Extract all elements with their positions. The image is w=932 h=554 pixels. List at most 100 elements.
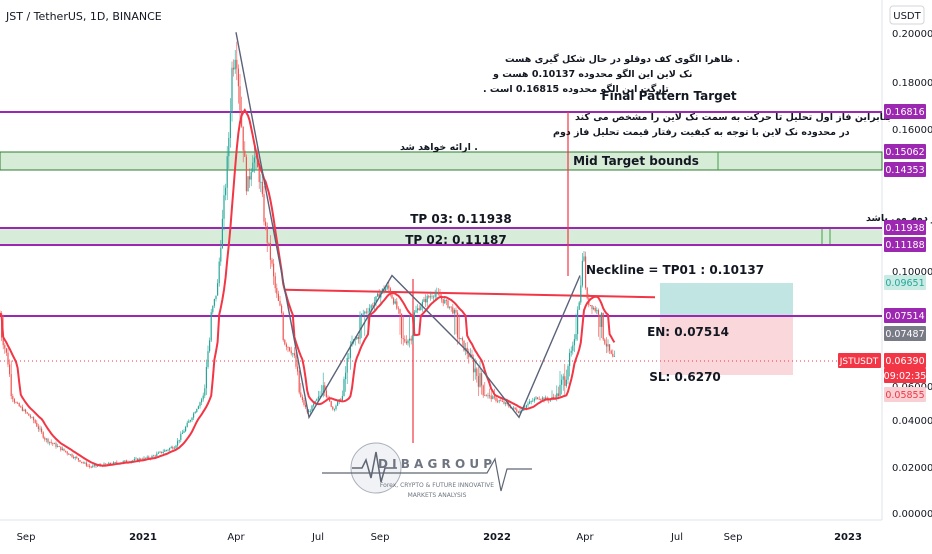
candle-body <box>391 294 393 299</box>
candle-body <box>522 409 524 411</box>
candle-body <box>229 111 231 139</box>
candle-body <box>444 300 446 304</box>
candle-body <box>500 400 502 402</box>
candle-body <box>378 293 380 298</box>
candle-body <box>279 300 281 306</box>
currency-button[interactable]: USDT <box>889 5 925 25</box>
candle-body <box>535 397 537 399</box>
y-tick-label: 0.04000 <box>892 416 932 427</box>
candle-body <box>572 345 574 351</box>
candle-body <box>65 450 67 452</box>
candle-body <box>437 292 439 295</box>
price-tag: 0.06390 <box>884 353 926 368</box>
candle-body <box>212 305 214 313</box>
candle-body <box>426 296 428 303</box>
candle-body <box>514 407 516 410</box>
candle-body <box>565 379 567 386</box>
candle-body <box>489 395 491 397</box>
tp02-label: TP 02: 0.11187 <box>405 233 507 247</box>
candle-body <box>420 306 422 311</box>
candle-body <box>457 312 459 338</box>
candle-body <box>125 460 127 463</box>
price-tag-label: 09:02:35 <box>884 371 927 382</box>
candle-body <box>113 462 115 465</box>
candle-body <box>28 413 30 416</box>
price-tag-label: 0.07514 <box>885 311 924 322</box>
candle-body <box>217 283 219 296</box>
candle-body <box>365 311 367 313</box>
candle-body <box>68 453 70 455</box>
candle-body <box>97 465 99 467</box>
candle-body <box>346 357 348 373</box>
candle-body <box>273 263 275 277</box>
candle-body <box>357 336 359 339</box>
candle-body <box>412 334 414 341</box>
candle-body <box>333 408 335 410</box>
x-tick-label: Apr <box>227 532 245 543</box>
target-box <box>660 283 793 316</box>
candle-body <box>570 350 572 353</box>
candle-body <box>490 395 492 400</box>
candle-body <box>20 406 22 408</box>
pulse-line-icon <box>322 457 532 492</box>
candle-body <box>250 171 252 180</box>
candle-body <box>140 458 142 460</box>
candle-body <box>482 385 484 396</box>
symbol-tag-bg <box>838 353 881 368</box>
candle-body <box>151 455 153 459</box>
candle-body <box>31 417 33 419</box>
candle-body <box>253 157 255 163</box>
candle-body <box>228 138 230 157</box>
candle-body <box>564 376 566 386</box>
annotation-line: در محدوده نک لاین با توجه به کیفیت رفتار… <box>553 127 850 138</box>
candle-body <box>349 345 351 358</box>
candle-body <box>468 353 470 358</box>
pattern-layer <box>235 32 581 420</box>
time-axis[interactable]: Sep 2021 Apr Jul Sep 2022 Apr Jul Sep 2023 <box>17 532 862 543</box>
candle-body <box>433 296 435 298</box>
candle-body <box>519 410 521 414</box>
y-tick-label: 0.16000 <box>892 125 932 136</box>
candle-body <box>410 338 412 341</box>
logo-name: D I B A G R O U P <box>378 457 492 471</box>
candle-body <box>277 293 279 301</box>
candle-body <box>138 458 140 461</box>
candle-body <box>41 428 43 433</box>
price-tag-label: 0.09651 <box>885 278 924 289</box>
symbol-title: JST / TetherUS, 1D, BINANCE <box>5 10 162 23</box>
price-tag-bg <box>884 387 926 402</box>
candle-body <box>298 371 300 393</box>
candle-body <box>247 176 249 192</box>
x-tick-label: Sep <box>371 532 390 543</box>
candle-body <box>487 395 489 397</box>
price-tag-bg <box>884 220 926 235</box>
candle-body <box>393 298 395 304</box>
candle-body <box>269 243 271 260</box>
candle-body <box>172 447 174 449</box>
x-tick-label: Sep <box>724 532 743 543</box>
levels-layer <box>0 111 882 443</box>
candle-body <box>156 453 158 457</box>
candle-body <box>377 293 379 297</box>
candle-body <box>226 156 228 188</box>
candle-body <box>186 422 188 428</box>
symbol-tag: JSTUSDT <box>839 357 879 367</box>
annotation-line: تارگت این الگو محدوده 0.16815 است . <box>483 83 669 95</box>
zones-layer <box>0 151 883 375</box>
candle-body <box>37 426 39 429</box>
candle-body <box>543 397 545 401</box>
candle-body <box>317 396 319 399</box>
candle-body <box>594 307 596 312</box>
candle-body <box>199 402 201 407</box>
candle-body <box>505 402 507 404</box>
x-tick-label: Apr <box>576 532 594 543</box>
candle-body <box>473 358 475 373</box>
candle-body <box>573 339 575 346</box>
candle-body <box>285 344 287 347</box>
candle-body <box>213 298 215 306</box>
candle-body <box>359 315 361 339</box>
candle-body <box>322 385 324 396</box>
candle-body <box>39 428 41 430</box>
